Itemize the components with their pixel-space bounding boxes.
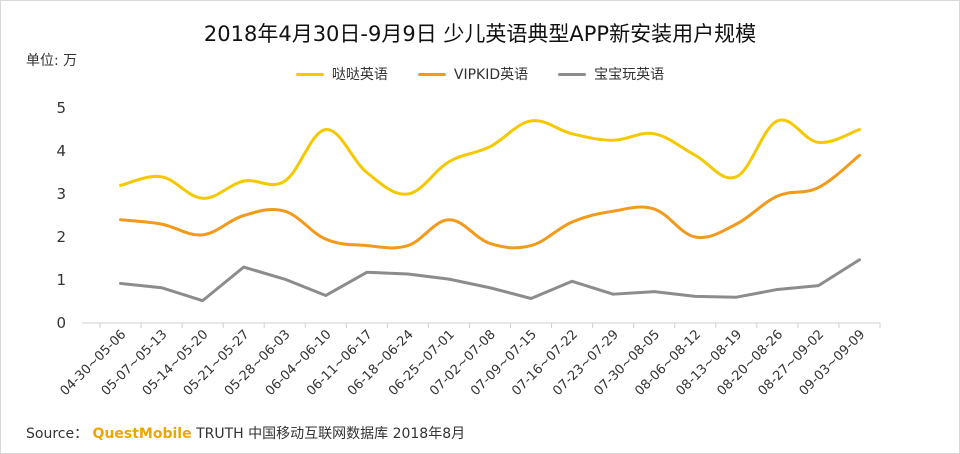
- legend: 哒哒英语 VIPKID英语 宝宝玩英语: [0, 64, 960, 84]
- y-tick-label: 4: [56, 142, 66, 160]
- y-tick-label: 2: [56, 228, 66, 246]
- legend-item-dada: 哒哒英语: [295, 64, 388, 84]
- legend-label-dada: 哒哒英语: [331, 67, 388, 83]
- legend-swatch-baobao: [558, 72, 587, 76]
- legend-label-baobao: 宝宝玩英语: [594, 67, 665, 83]
- y-tick-label: 3: [56, 185, 66, 203]
- series-line-baobao: [119, 258, 861, 303]
- unit-label: 单位: 万: [26, 53, 78, 69]
- source-text: TRUTH 中国移动互联网数据库 2018年8月: [196, 426, 466, 442]
- legend-swatch-vipkid: [417, 72, 446, 76]
- y-tick-label: 1: [56, 271, 66, 289]
- legend-swatch-dada: [295, 72, 324, 76]
- legend-item-vipkid: VIPKID英语: [417, 64, 529, 84]
- source-label: Source：: [26, 426, 89, 442]
- legend-item-baobao: 宝宝玩英语: [558, 64, 664, 84]
- y-tick-label: 0: [56, 314, 66, 332]
- series-line-dada: [119, 118, 861, 200]
- source-note: Source： QuestMobile TRUTH 中国移动互联网数据库 201…: [26, 423, 465, 443]
- legend-label-vipkid: VIPKID英语: [453, 67, 529, 83]
- chart-title: 2018年4月30日-9月9日 少儿英语典型APP新安装用户规模: [203, 22, 757, 46]
- series-line-vipkid: [119, 153, 861, 250]
- source-brand: QuestMobile: [92, 426, 192, 442]
- y-tick-label: 5: [56, 99, 66, 117]
